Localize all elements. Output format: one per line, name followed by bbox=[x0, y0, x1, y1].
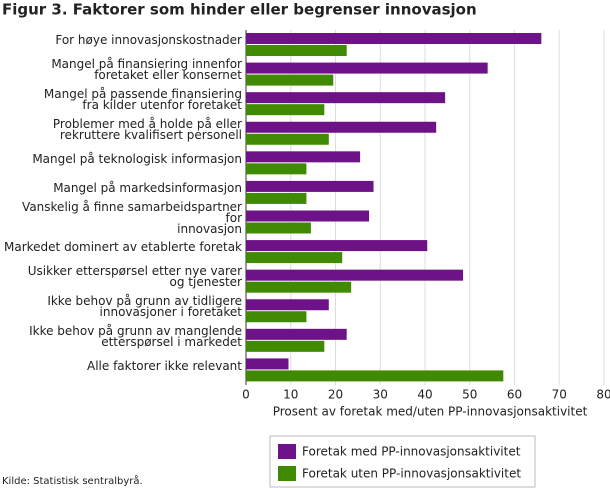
bar bbox=[246, 299, 329, 311]
legend-label: Foretak uten PP-innovasjonsaktivitet bbox=[302, 467, 521, 481]
x-tick-label: 10 bbox=[283, 388, 298, 402]
bar bbox=[246, 311, 307, 323]
x-axis-label: Prosent av foretak med/uten PP-innovasjo… bbox=[273, 405, 588, 419]
y-tick-label: Problemer med å holde på eller rekrutter… bbox=[52, 116, 242, 142]
x-tick-label: 20 bbox=[328, 388, 343, 402]
y-tick-label: Vanskelig å finne samarbeidspartner for … bbox=[22, 199, 242, 236]
y-tick-label: Mangel på passende finansiering fra kild… bbox=[43, 86, 242, 112]
y-tick-label: Ikke behov på grunn av manglende ettersp… bbox=[29, 323, 242, 349]
y-tick-label: Ikke behov på grunn av tidligere innovas… bbox=[47, 294, 242, 320]
x-tick-label: 30 bbox=[373, 388, 388, 402]
x-tick-label: 40 bbox=[417, 388, 432, 402]
y-tick-label: Usikker etterspørsel etter nye varer og … bbox=[27, 264, 242, 290]
bar bbox=[246, 281, 352, 293]
bar bbox=[246, 192, 307, 204]
bar bbox=[246, 74, 334, 86]
y-tick-label: For høye innovasjonskostnader bbox=[55, 33, 242, 48]
bar bbox=[246, 62, 488, 74]
bar bbox=[246, 328, 347, 340]
bar bbox=[246, 252, 343, 264]
x-tick-label: 50 bbox=[462, 388, 477, 402]
bar bbox=[246, 45, 347, 56]
x-tick-label: 80 bbox=[596, 388, 610, 402]
legend-box bbox=[269, 435, 536, 488]
bar bbox=[246, 222, 311, 234]
legend-label: Foretak med PP-innovasjonsaktivitet bbox=[302, 445, 521, 459]
chart-title: Figur 3. Faktorer som hinder eller begre… bbox=[2, 1, 477, 19]
y-tick-label: Mangel på markedsinformasjon bbox=[53, 181, 242, 196]
y-tick-label: Markedet dominert av etablerte foretak bbox=[4, 240, 242, 255]
legend-swatch bbox=[278, 444, 296, 459]
bar bbox=[246, 121, 437, 133]
bar bbox=[246, 180, 374, 192]
bar bbox=[246, 33, 542, 44]
x-tick-label: 0 bbox=[242, 388, 250, 402]
bar bbox=[246, 163, 307, 175]
bar bbox=[246, 92, 446, 104]
source: Kilde: Statistisk sentralbyrå. bbox=[2, 474, 143, 487]
bar bbox=[246, 104, 325, 116]
bar bbox=[246, 151, 361, 163]
bar bbox=[246, 210, 370, 222]
bar bbox=[246, 133, 329, 145]
bar bbox=[246, 370, 504, 382]
legend-swatch bbox=[278, 466, 296, 481]
bar bbox=[246, 269, 464, 281]
x-tick-label: 70 bbox=[552, 388, 567, 402]
bar bbox=[246, 358, 289, 370]
bar bbox=[246, 340, 325, 352]
y-tick-label: Mangel på teknologisk informasjon bbox=[32, 151, 242, 166]
y-tick-label: Mangel på finansiering innenfor foretake… bbox=[51, 57, 242, 83]
bar bbox=[246, 240, 428, 252]
y-tick-label: Alle faktorer ikke relevant bbox=[87, 358, 242, 373]
x-tick-label: 60 bbox=[507, 388, 522, 402]
